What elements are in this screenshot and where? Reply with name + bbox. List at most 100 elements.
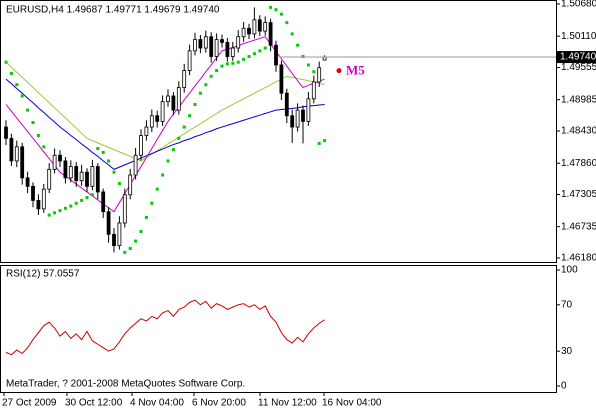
candle-body	[295, 109, 300, 128]
sar-dot	[112, 170, 116, 174]
y-tick-label: 70	[561, 299, 573, 310]
candle-body	[31, 185, 35, 201]
candle-body	[117, 222, 122, 246]
annotation-label: M5	[346, 63, 365, 78]
rsi-line	[5, 299, 325, 356]
candle-body	[9, 137, 14, 162]
sar-dot	[301, 54, 305, 58]
candle-body	[176, 87, 181, 111]
sar-dot	[204, 83, 208, 87]
candle-body	[284, 92, 289, 117]
candle-body	[306, 98, 311, 122]
sar-dot	[290, 32, 294, 36]
y-tick-label: 1.46735	[561, 221, 596, 232]
candle-body	[301, 109, 305, 122]
candle-body	[241, 27, 246, 38]
sar-dot	[47, 213, 51, 217]
candle-body	[95, 166, 100, 193]
sar-dot	[220, 64, 224, 68]
candle-body	[85, 171, 89, 187]
sar-dot	[193, 102, 197, 106]
sar-dot	[236, 60, 240, 64]
sar-dot	[171, 148, 175, 152]
y-tick-label: 1.47305	[561, 189, 596, 200]
candle-body	[149, 115, 154, 128]
annotation-dot	[336, 68, 342, 74]
sar-dot	[53, 211, 57, 215]
candle-body	[74, 166, 79, 182]
candle-body	[47, 168, 52, 190]
sar-dot	[139, 229, 143, 233]
candle-body	[311, 81, 316, 100]
price-label: 1.49740	[560, 52, 596, 63]
candle-body	[112, 233, 116, 246]
sar-dot	[42, 145, 46, 149]
rsi-panel	[0, 265, 557, 393]
sar-dot	[182, 125, 186, 129]
sar-dot	[279, 12, 283, 16]
candle-body	[90, 166, 95, 187]
x-tick-label: 30 Oct 12:00	[65, 398, 123, 409]
sar-dot	[296, 43, 300, 47]
sar-dot	[209, 74, 213, 78]
candle-body	[20, 146, 25, 179]
candle-body	[144, 126, 149, 136]
candle-body	[193, 39, 197, 52]
candle-body	[79, 171, 84, 182]
y-tick-label: 0	[561, 381, 567, 392]
sar-dot	[247, 54, 251, 58]
candle-body	[274, 44, 278, 66]
candle-body	[257, 19, 262, 32]
sar-dot	[144, 215, 148, 219]
candle-body	[68, 166, 73, 179]
x-tick-label: 4 Nov 04:00	[130, 398, 184, 409]
sar-dot	[252, 52, 256, 56]
price-box	[557, 51, 596, 64]
main-panel	[0, 0, 557, 263]
candle-body	[252, 19, 257, 35]
sar-dot	[231, 61, 235, 65]
candle-body	[58, 154, 62, 162]
sar-dot	[74, 201, 78, 205]
candle-body	[279, 64, 284, 94]
candle-body	[155, 115, 160, 122]
sar-dot	[107, 159, 111, 163]
candle-body	[225, 41, 230, 57]
sar-dot	[31, 121, 35, 125]
candle-body	[214, 39, 219, 57]
candle-body	[198, 39, 203, 49]
candle-body	[290, 115, 295, 128]
candle-body	[317, 67, 322, 83]
moving-average	[5, 78, 325, 170]
sar-dot	[188, 114, 192, 118]
candle-body	[25, 177, 30, 187]
sar-dot	[15, 83, 19, 87]
y-tick-label: 1.47860	[561, 158, 596, 169]
candle-body	[41, 188, 46, 210]
sar-dot	[323, 139, 327, 143]
candle-body	[182, 70, 187, 88]
sar-dot	[317, 141, 321, 145]
copyright: MetaTrader, ? 2001-2008 MetaQuotes Softw…	[6, 379, 245, 390]
candle-body	[268, 22, 273, 46]
candle-body	[166, 95, 170, 103]
sar-dot	[123, 250, 127, 254]
sar-dot	[258, 49, 262, 53]
sar-dot	[90, 193, 94, 197]
sar-dot	[36, 134, 40, 138]
sar-dot	[263, 46, 267, 50]
x-tick-label: 11 Nov 12:00	[258, 398, 317, 409]
candle-body	[133, 154, 138, 176]
y-tick-label: 1.50680	[561, 0, 596, 10]
sar-dot	[155, 187, 159, 191]
candle-body	[139, 135, 143, 156]
sar-dot	[96, 146, 100, 150]
sar-dot	[312, 70, 316, 74]
sar-dot	[134, 239, 138, 243]
sar-dot	[242, 57, 246, 61]
sar-dot	[101, 150, 105, 154]
sar-dot	[58, 209, 62, 213]
rsi-title: RSI(12) 57.0557	[6, 269, 80, 280]
moving-average	[5, 61, 325, 162]
